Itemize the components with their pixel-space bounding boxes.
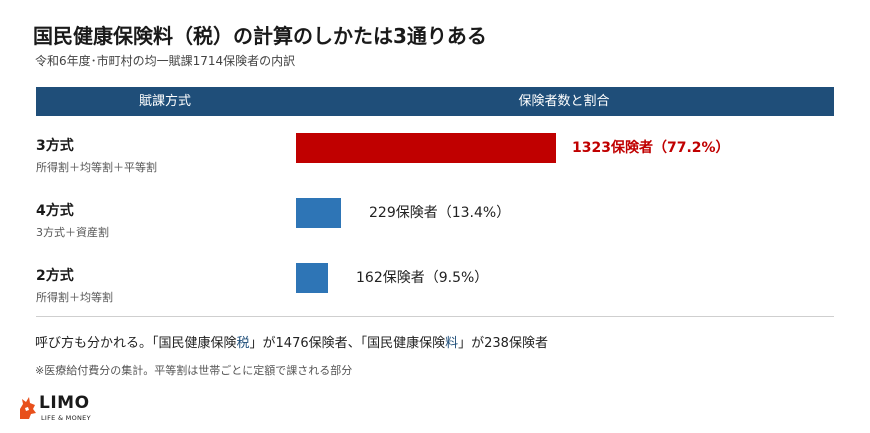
note-highlight-2: 料 [445, 336, 459, 351]
footnote: ※医療給付費分の集計。平等割は世帯ごとに定額で課される部分 [35, 364, 353, 377]
data-label: 229保険者（13.4%） [369, 205, 511, 221]
note: 呼び方も分かれる。「国民健康保険税」が1476保険者、「国民健康保険料」が238… [35, 332, 548, 351]
chart-subtitle: 令和6年度･市町村の均一賦課1714保険者の内訳 [35, 54, 296, 68]
logo-mark-icon [20, 397, 36, 419]
logo-tagline: LIFE & MONEY [41, 414, 91, 422]
header-count: 保険者数と割合 [518, 94, 610, 109]
divider [36, 316, 834, 317]
category-subtitle: 3方式＋資産割 [36, 226, 109, 239]
category-subtitle: 所得割＋均等割 [36, 291, 113, 304]
note-text-1: 呼び方も分かれる。「国民健康保険 [35, 336, 237, 351]
note-highlight-1: 税 [236, 336, 250, 351]
bar [296, 133, 556, 163]
data-label: 162保険者（9.5%） [356, 270, 489, 286]
table-header: 賦課方式 保険者数と割合 [36, 87, 834, 116]
category-label: 2方式 [36, 268, 74, 284]
category-subtitle: 所得割＋均等割＋平等割 [36, 161, 157, 174]
header-method: 賦課方式 [138, 94, 191, 109]
data-label: 1323保険者（77.2%） [572, 140, 730, 156]
logo-name: LIMO [39, 393, 90, 413]
bar [296, 198, 341, 228]
note-text-3: 」が238保険者 [458, 336, 548, 351]
category-label: 3方式 [36, 138, 74, 154]
category-label: 4方式 [36, 203, 74, 219]
note-text-2: 」が1476保険者、「国民健康保険 [249, 336, 446, 351]
limo-logo: LIMO LIFE & MONEY [17, 393, 107, 427]
bar [296, 263, 328, 293]
chart-title: 国民健康保険料（税）の計算のしかたは3通りある [33, 24, 487, 48]
